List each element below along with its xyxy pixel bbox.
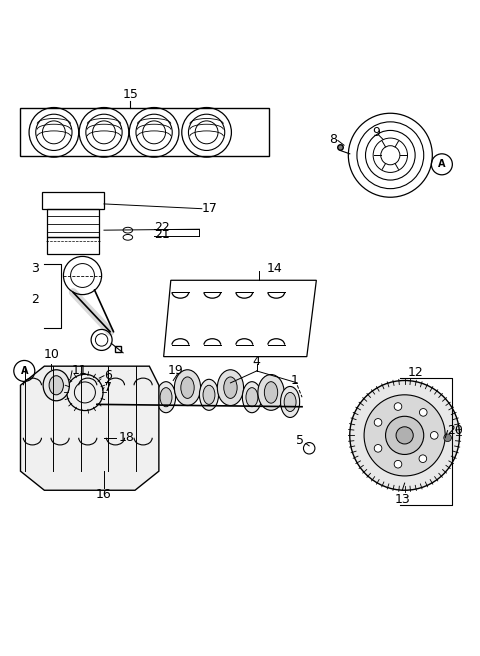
Circle shape [394, 403, 402, 411]
Text: 6: 6 [104, 369, 112, 382]
Text: 22: 22 [154, 221, 170, 234]
Text: 21: 21 [154, 228, 170, 241]
Ellipse shape [109, 386, 128, 417]
Circle shape [431, 432, 438, 440]
Ellipse shape [284, 392, 296, 411]
Ellipse shape [156, 382, 176, 413]
Circle shape [394, 461, 402, 468]
Ellipse shape [242, 382, 262, 413]
Ellipse shape [112, 392, 124, 411]
Bar [21, 108, 269, 156]
Ellipse shape [264, 382, 278, 403]
Bar [42, 192, 104, 209]
Text: 16: 16 [96, 488, 112, 501]
Ellipse shape [258, 375, 284, 410]
Circle shape [396, 427, 413, 444]
Ellipse shape [203, 385, 215, 404]
Text: 14: 14 [266, 262, 282, 275]
Circle shape [364, 395, 445, 476]
Circle shape [350, 380, 459, 490]
Bar [47, 209, 99, 237]
Text: 10: 10 [44, 348, 60, 361]
Circle shape [444, 434, 451, 441]
Ellipse shape [43, 370, 70, 401]
Ellipse shape [49, 376, 63, 395]
Ellipse shape [246, 388, 258, 407]
Ellipse shape [135, 379, 149, 401]
Polygon shape [21, 366, 159, 490]
Text: 7: 7 [104, 381, 112, 394]
Text: 11: 11 [72, 365, 88, 377]
Text: 15: 15 [122, 89, 138, 101]
Text: 4: 4 [253, 355, 261, 368]
Ellipse shape [281, 386, 300, 417]
Bar [47, 237, 99, 254]
Ellipse shape [217, 370, 243, 405]
Text: 19: 19 [168, 365, 183, 377]
Ellipse shape [199, 379, 218, 410]
Text: 12: 12 [408, 366, 423, 379]
Text: 9: 9 [372, 126, 381, 139]
Text: 2: 2 [31, 293, 38, 306]
Text: 13: 13 [395, 493, 410, 506]
Text: 18: 18 [118, 431, 134, 444]
Circle shape [374, 419, 382, 426]
Circle shape [420, 409, 427, 416]
Text: 3: 3 [31, 262, 38, 275]
Ellipse shape [224, 377, 237, 398]
Ellipse shape [160, 388, 172, 407]
Ellipse shape [174, 370, 201, 405]
Ellipse shape [129, 372, 156, 408]
Circle shape [385, 417, 424, 455]
Ellipse shape [181, 377, 194, 398]
Text: A: A [438, 159, 445, 169]
Text: A: A [21, 366, 28, 376]
Text: 8: 8 [329, 133, 337, 146]
Text: 1: 1 [291, 374, 299, 387]
Text: 17: 17 [202, 202, 218, 215]
Circle shape [419, 455, 427, 462]
Text: 20: 20 [447, 424, 464, 437]
Circle shape [374, 445, 382, 452]
Text: 5: 5 [296, 434, 304, 447]
